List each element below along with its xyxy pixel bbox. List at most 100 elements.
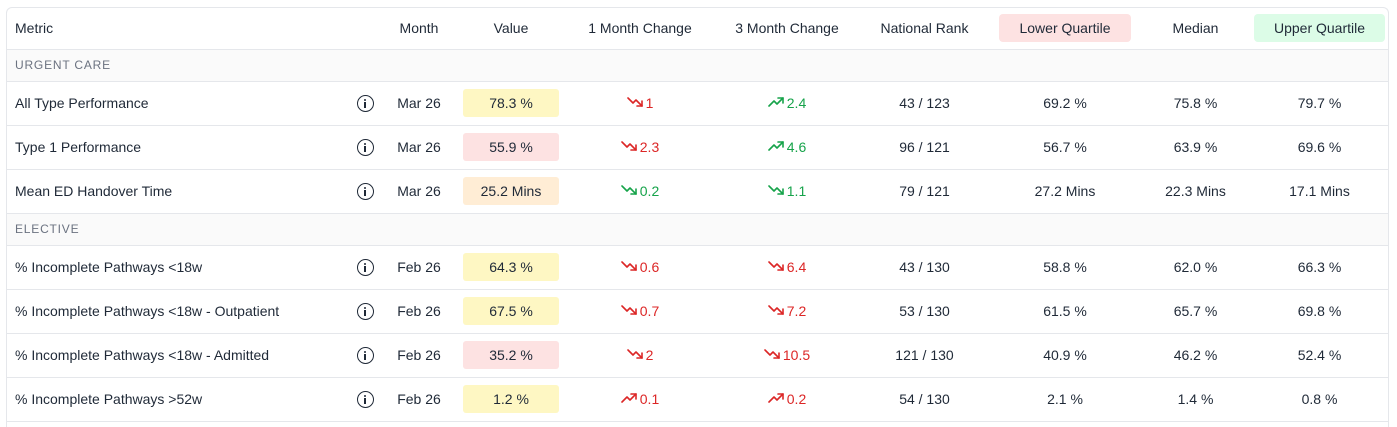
metric-name: % Incomplete Pathways <18w: [15, 259, 203, 275]
table-row[interactable]: % Incomplete Pathways <18w Feb 26 64.3 % 0.…: [7, 245, 1388, 289]
info-cell: [347, 81, 383, 125]
metric-name: All Type Performance: [15, 95, 149, 111]
three-month-change-value: 7.2: [786, 303, 807, 319]
metric-name: % Incomplete Pathways <18w - Outpatient: [15, 303, 280, 319]
median-cell: 62.0 %: [1173, 259, 1218, 275]
value-cell: 1.2 %: [455, 377, 567, 421]
info-cell: [347, 333, 383, 377]
info-icon[interactable]: [356, 302, 374, 320]
three-month-change: 6.4: [767, 259, 807, 275]
trending-down-icon: [767, 259, 784, 275]
value-badge: 55.9 %: [463, 133, 559, 161]
header-3-month-change[interactable]: 3 Month Change: [735, 20, 839, 37]
header-upper-quartile[interactable]: Upper Quartile: [1253, 14, 1386, 43]
header-month[interactable]: Month: [399, 20, 439, 37]
one-month-change: 2: [626, 347, 653, 363]
table-row[interactable]: Mean ED Handover Time Mar 26 25.2 Mins 0.2 1…: [7, 169, 1388, 213]
three-month-change-value: 1.1: [786, 183, 807, 199]
upper-quartile-cell: 69.6 %: [1297, 139, 1342, 155]
info-icon[interactable]: [356, 182, 374, 200]
one-month-change: 2.3: [620, 139, 659, 155]
value-cell: 25.2 Mins: [455, 169, 567, 213]
one-month-change-value: 0.1: [639, 391, 660, 407]
national-rank-cell: 54 / 130: [899, 391, 950, 407]
upper-quartile-cell: 0.8 %: [1301, 391, 1338, 407]
table-body: URGENT CARE All Type Performance Mar 26 78.…: [7, 49, 1388, 421]
header-metric[interactable]: Metric: [15, 20, 54, 37]
metrics-table: Metric Month Value 1 Month Change 3 Mont…: [7, 8, 1388, 422]
month-cell: Mar 26: [397, 95, 441, 111]
month-cell: Feb 26: [397, 347, 441, 363]
table-row[interactable]: % Incomplete Pathways <18w - Admitted Feb…: [7, 333, 1388, 377]
one-month-change-cell: 0.6: [567, 245, 713, 289]
info-cell: [347, 245, 383, 289]
three-month-change: 1.1: [767, 183, 807, 199]
median-cell: 46.2 %: [1173, 347, 1218, 363]
header-national-rank[interactable]: National Rank: [880, 20, 969, 37]
one-month-change-cell: 0.1: [567, 377, 713, 421]
upper-quartile-cell: 66.3 %: [1297, 259, 1342, 275]
month-cell: Mar 26: [397, 139, 441, 155]
trending-up-icon: [767, 139, 784, 155]
header-median[interactable]: Median: [1172, 20, 1219, 37]
trending-down-icon: [620, 139, 637, 155]
month-cell: Feb 26: [397, 303, 441, 319]
month-cell: Mar 26: [397, 183, 441, 199]
three-month-change: 2.4: [767, 95, 807, 111]
info-icon[interactable]: [356, 138, 374, 156]
three-month-change-value: 6.4: [786, 259, 807, 275]
three-month-change-value: 0.2: [786, 391, 807, 407]
value-cell: 67.5 %: [455, 289, 567, 333]
one-month-change-value: 0.7: [639, 303, 660, 319]
national-rank-cell: 43 / 130: [899, 259, 950, 275]
three-month-change: 7.2: [767, 303, 807, 319]
table-row[interactable]: % Incomplete Pathways <18w - Outpatient F…: [7, 289, 1388, 333]
median-cell: 63.9 %: [1173, 139, 1218, 155]
trending-down-icon: [626, 95, 643, 111]
trending-down-icon: [620, 259, 637, 275]
three-month-change-cell: 6.4: [713, 245, 861, 289]
section-header-row: URGENT CARE: [7, 49, 1388, 81]
info-icon[interactable]: [356, 94, 374, 112]
one-month-change-value: 1: [645, 95, 654, 111]
info-icon[interactable]: [356, 390, 374, 408]
median-cell: 1.4 %: [1177, 391, 1214, 407]
one-month-change: 0.7: [620, 303, 660, 319]
value-badge: 64.3 %: [463, 253, 559, 281]
lower-quartile-cell: 61.5 %: [1043, 303, 1087, 319]
trending-down-icon: [620, 183, 637, 199]
one-month-change: 0.1: [620, 391, 660, 407]
header-upper-quartile-cell: Upper Quartile: [1249, 8, 1388, 49]
header-row: Metric Month Value 1 Month Change 3 Mont…: [7, 8, 1388, 49]
trending-up-icon: [767, 391, 784, 407]
median-cell: 65.7 %: [1173, 303, 1218, 319]
trending-down-icon: [767, 183, 784, 199]
header-lower-quartile[interactable]: Lower Quartile: [999, 14, 1131, 43]
month-cell: Feb 26: [397, 259, 441, 275]
one-month-change-cell: 0.7: [567, 289, 713, 333]
month-cell: Feb 26: [397, 391, 441, 407]
three-month-change-cell: 4.6: [713, 125, 861, 169]
info-icon[interactable]: [356, 346, 374, 364]
three-month-change-value: 2.4: [786, 95, 807, 111]
info-icon[interactable]: [356, 258, 374, 276]
upper-quartile-cell: 79.7 %: [1297, 95, 1342, 111]
info-cell: [347, 169, 383, 213]
metric-name: % Incomplete Pathways <18w - Admitted: [15, 347, 270, 363]
table-row[interactable]: All Type Performance Mar 26 78.3 % 1 2.4 43 /…: [7, 81, 1388, 125]
header-1-month-change[interactable]: 1 Month Change: [588, 20, 692, 37]
national-rank-cell: 79 / 121: [899, 183, 950, 199]
value-cell: 78.3 %: [455, 81, 567, 125]
table-row[interactable]: % Incomplete Pathways >52w Feb 26 1.2 % 0.1…: [7, 377, 1388, 421]
info-cell: [347, 289, 383, 333]
upper-quartile-cell: 17.1 Mins: [1289, 183, 1350, 199]
header-value[interactable]: Value: [493, 20, 529, 37]
metrics-table-container: Metric Month Value 1 Month Change 3 Mont…: [6, 7, 1389, 427]
median-cell: 22.3 Mins: [1165, 183, 1226, 199]
table-row[interactable]: Type 1 Performance Mar 26 55.9 % 2.3 4.6 96 /…: [7, 125, 1388, 169]
lower-quartile-cell: 40.9 %: [1043, 347, 1087, 363]
three-month-change: 0.2: [767, 391, 807, 407]
metric-name: Mean ED Handover Time: [15, 183, 173, 199]
value-cell: 55.9 %: [455, 125, 567, 169]
one-month-change-value: 0.2: [639, 183, 660, 199]
